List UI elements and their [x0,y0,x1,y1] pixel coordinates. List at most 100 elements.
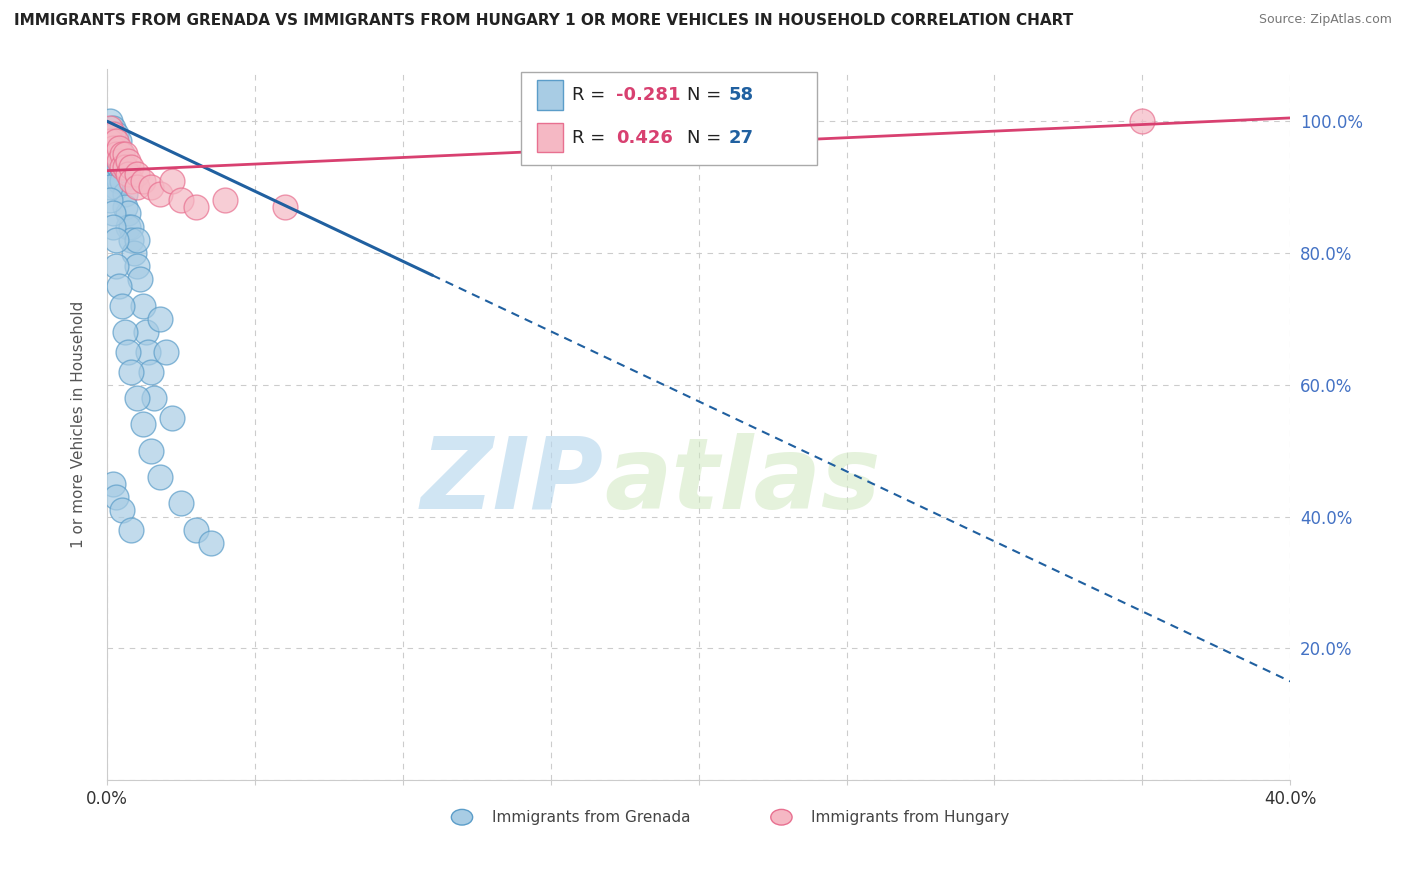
Point [114,200,136,214]
Point [98,194,121,208]
Point [141,365,163,379]
Point [101,219,124,234]
Point [111,147,134,161]
Point [111,147,134,161]
Point [111,299,134,313]
Point [184,200,207,214]
Text: -0.281: -0.281 [616,86,681,103]
Text: Immigrants from Hungary: Immigrants from Hungary [811,810,1010,825]
Text: Source: ZipAtlas.com: Source: ZipAtlas.com [1258,13,1392,27]
Point [125,391,148,405]
Point [108,161,131,175]
Point [101,153,124,168]
Point [125,233,148,247]
Point [101,206,124,220]
Point [125,167,148,181]
Point [120,173,142,187]
Point [104,233,127,247]
Point [122,246,145,260]
Point [98,120,121,135]
Point [160,173,183,187]
Point [108,279,131,293]
Point [1130,114,1153,128]
Point [108,147,131,161]
Point [184,523,207,537]
Text: N =: N = [686,86,727,103]
Text: Immigrants from Grenada: Immigrants from Grenada [492,810,690,825]
Point [108,173,131,187]
Point [101,476,124,491]
Point [131,173,153,187]
Point [120,523,142,537]
Point [214,194,236,208]
Text: N =: N = [686,128,727,146]
Text: 27: 27 [728,128,754,146]
Point [131,417,153,432]
Point [128,272,150,286]
Point [114,147,136,161]
Text: 58: 58 [728,86,754,103]
Point [138,344,160,359]
Point [141,443,163,458]
Point [111,173,134,187]
Point [117,344,139,359]
Point [273,200,295,214]
Point [149,470,172,484]
Point [98,128,121,142]
Point [101,120,124,135]
Text: R =: R = [572,128,612,146]
Point [117,206,139,220]
Ellipse shape [451,809,472,825]
Point [149,186,172,201]
Point [98,180,121,194]
Point [135,325,157,339]
Point [101,140,124,154]
Point [149,312,172,326]
Point [170,496,193,510]
Point [114,161,136,175]
Point [111,161,134,175]
Point [200,536,222,550]
Text: atlas: atlas [605,433,880,530]
Point [108,134,131,148]
Point [98,114,121,128]
Text: R =: R = [572,86,612,103]
Point [120,219,142,234]
Point [117,167,139,181]
Point [104,153,127,168]
Point [120,233,142,247]
Point [120,161,142,175]
Text: IMMIGRANTS FROM GRENADA VS IMMIGRANTS FROM HUNGARY 1 OR MORE VEHICLES IN HOUSEHO: IMMIGRANTS FROM GRENADA VS IMMIGRANTS FR… [14,13,1073,29]
Point [125,180,148,194]
FancyBboxPatch shape [522,72,817,165]
Point [104,134,127,148]
Point [160,410,183,425]
Point [98,134,121,148]
FancyBboxPatch shape [537,80,562,110]
Point [104,140,127,154]
Point [170,194,193,208]
Point [104,259,127,273]
Y-axis label: 1 or more Vehicles in Household: 1 or more Vehicles in Household [72,301,86,548]
Point [114,325,136,339]
Point [101,140,124,154]
Point [114,186,136,201]
Point [120,365,142,379]
Point [104,128,127,142]
Point [104,490,127,504]
Point [155,344,177,359]
Point [108,153,131,168]
Point [111,161,134,175]
Point [101,128,124,142]
Point [101,134,124,148]
Point [104,167,127,181]
Point [104,147,127,161]
Ellipse shape [770,809,792,825]
Point [104,180,127,194]
Text: 0.426: 0.426 [616,128,672,146]
Point [108,140,131,154]
Point [141,180,163,194]
Point [125,259,148,273]
Point [143,391,166,405]
Point [131,299,153,313]
